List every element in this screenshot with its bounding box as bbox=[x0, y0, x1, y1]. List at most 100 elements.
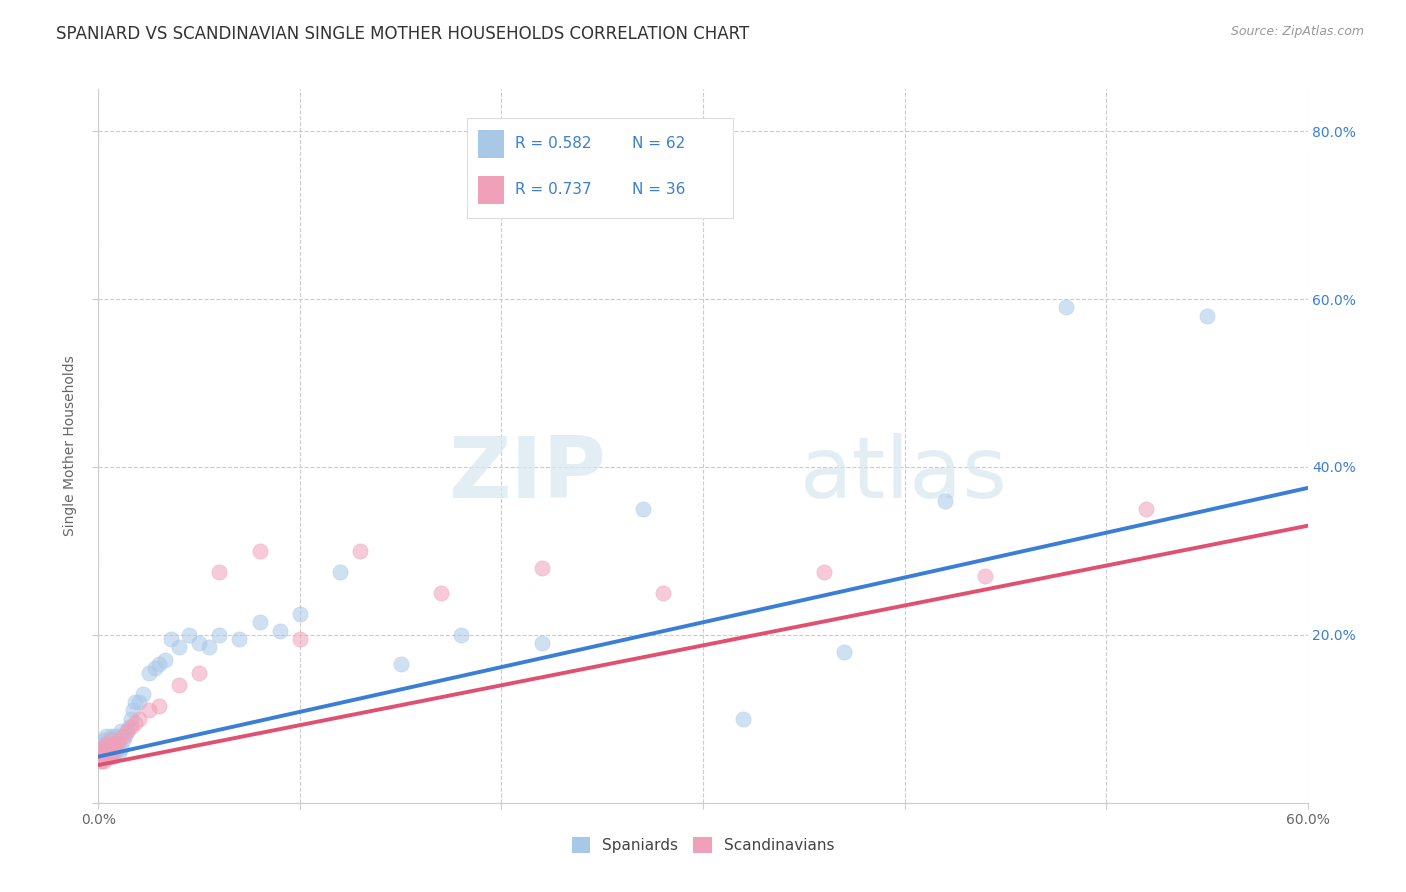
Point bbox=[107, 732, 129, 747]
Point bbox=[89, 754, 111, 768]
Point bbox=[228, 632, 250, 646]
Point bbox=[128, 712, 150, 726]
Point bbox=[96, 737, 118, 751]
Point bbox=[96, 729, 118, 743]
Point bbox=[167, 678, 190, 692]
Point bbox=[1195, 309, 1218, 323]
Text: atlas: atlas bbox=[800, 433, 1008, 516]
Point bbox=[91, 737, 114, 751]
Text: ZIP: ZIP bbox=[449, 433, 606, 516]
Point bbox=[114, 729, 136, 743]
Point bbox=[93, 732, 115, 747]
Point bbox=[93, 741, 115, 756]
Point bbox=[105, 732, 128, 747]
Y-axis label: Single Mother Households: Single Mother Households bbox=[63, 356, 77, 536]
Point bbox=[124, 695, 146, 709]
Point bbox=[208, 565, 231, 579]
Point bbox=[110, 724, 132, 739]
Point bbox=[389, 657, 412, 672]
Point bbox=[91, 749, 114, 764]
Point bbox=[138, 703, 160, 717]
Point bbox=[188, 665, 211, 680]
Point bbox=[430, 586, 453, 600]
Point bbox=[107, 746, 129, 760]
Point bbox=[188, 636, 211, 650]
Legend: Spaniards, Scandinavians: Spaniards, Scandinavians bbox=[565, 831, 841, 859]
Point bbox=[288, 632, 311, 646]
Point bbox=[148, 699, 170, 714]
Point bbox=[100, 737, 122, 751]
Point bbox=[179, 628, 201, 642]
Point bbox=[115, 724, 138, 739]
Point bbox=[105, 737, 128, 751]
Point bbox=[974, 569, 997, 583]
Text: Source: ZipAtlas.com: Source: ZipAtlas.com bbox=[1230, 25, 1364, 38]
Point bbox=[93, 741, 115, 756]
Point bbox=[107, 729, 129, 743]
Point bbox=[89, 749, 111, 764]
Point bbox=[249, 544, 271, 558]
Point bbox=[124, 716, 146, 731]
Point bbox=[97, 749, 120, 764]
Point bbox=[733, 712, 755, 726]
Point bbox=[832, 645, 855, 659]
Point bbox=[115, 724, 138, 739]
Point bbox=[96, 737, 118, 751]
Point bbox=[101, 737, 124, 751]
Point bbox=[530, 636, 553, 650]
Point bbox=[450, 628, 472, 642]
Point bbox=[101, 732, 124, 747]
Point bbox=[100, 746, 122, 760]
Point bbox=[91, 741, 114, 756]
Point bbox=[93, 754, 115, 768]
Point bbox=[120, 720, 142, 734]
Point bbox=[103, 741, 125, 756]
Point bbox=[167, 640, 190, 655]
Point bbox=[1054, 301, 1077, 315]
Text: SPANIARD VS SCANDINAVIAN SINGLE MOTHER HOUSEHOLDS CORRELATION CHART: SPANIARD VS SCANDINAVIAN SINGLE MOTHER H… bbox=[56, 25, 749, 43]
Point bbox=[148, 657, 170, 672]
Point bbox=[97, 732, 120, 747]
Point bbox=[651, 586, 673, 600]
Point bbox=[128, 695, 150, 709]
Point bbox=[96, 749, 118, 764]
Point bbox=[103, 746, 125, 760]
Point bbox=[101, 749, 124, 764]
Point bbox=[349, 544, 371, 558]
Point bbox=[132, 687, 155, 701]
Point bbox=[103, 729, 125, 743]
Point bbox=[138, 665, 160, 680]
Point bbox=[97, 749, 120, 764]
Point bbox=[89, 746, 111, 760]
Point bbox=[934, 493, 956, 508]
Point bbox=[91, 754, 114, 768]
Point bbox=[100, 746, 122, 760]
Point bbox=[101, 741, 124, 756]
Point bbox=[631, 502, 654, 516]
Point bbox=[120, 712, 142, 726]
Point bbox=[121, 703, 143, 717]
Point bbox=[105, 741, 128, 756]
Point bbox=[103, 737, 125, 751]
Point bbox=[89, 741, 111, 756]
Point bbox=[1135, 502, 1157, 516]
Point bbox=[100, 732, 122, 747]
Point bbox=[93, 749, 115, 764]
Point bbox=[530, 560, 553, 574]
Point bbox=[118, 720, 141, 734]
Point bbox=[101, 746, 124, 760]
Point bbox=[813, 565, 835, 579]
Point bbox=[91, 746, 114, 760]
Point bbox=[100, 729, 122, 743]
Point bbox=[269, 624, 291, 638]
Point bbox=[208, 628, 231, 642]
Point bbox=[97, 741, 120, 756]
Point bbox=[288, 607, 311, 621]
Point bbox=[143, 661, 166, 675]
Point bbox=[96, 746, 118, 760]
Point bbox=[249, 615, 271, 630]
Point bbox=[153, 653, 176, 667]
Point bbox=[110, 741, 132, 756]
Point bbox=[160, 632, 183, 646]
Point bbox=[198, 640, 221, 655]
